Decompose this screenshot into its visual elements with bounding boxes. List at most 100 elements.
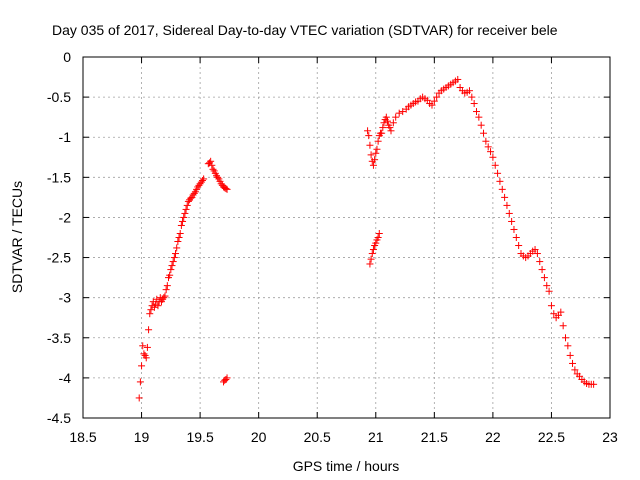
data-point xyxy=(208,161,216,169)
data-point xyxy=(475,113,483,121)
data-point xyxy=(200,175,208,183)
data-point xyxy=(454,75,462,83)
data-point xyxy=(557,308,565,316)
data-point xyxy=(547,302,555,310)
data-point xyxy=(168,262,176,270)
data-point xyxy=(179,217,187,225)
data-point xyxy=(487,148,495,156)
data-point xyxy=(150,303,158,311)
data-point xyxy=(494,169,502,177)
data-point xyxy=(369,246,377,254)
data-point xyxy=(465,87,473,95)
data-point xyxy=(378,129,386,137)
x-tick-label: 21.5 xyxy=(421,429,448,445)
data-point xyxy=(399,108,407,116)
data-point xyxy=(470,100,478,108)
data-point xyxy=(564,342,572,350)
data-point xyxy=(491,161,499,169)
data-point xyxy=(146,310,154,318)
data-point xyxy=(139,342,147,350)
data-point xyxy=(379,124,387,132)
data-point xyxy=(364,127,372,135)
data-point xyxy=(369,161,377,169)
data-point xyxy=(222,185,230,193)
data-points xyxy=(135,75,598,402)
data-point xyxy=(382,113,390,121)
data-point xyxy=(169,258,177,266)
data-point xyxy=(536,258,544,266)
data-point xyxy=(531,246,539,254)
data-point xyxy=(550,310,558,318)
data-point xyxy=(566,351,574,359)
data-point xyxy=(209,165,217,173)
data-point xyxy=(198,177,206,185)
data-point xyxy=(170,254,178,262)
x-tick-label: 19.5 xyxy=(186,429,213,445)
data-point xyxy=(142,354,150,362)
y-axis-label: SDTVAR / TECUs xyxy=(9,181,25,293)
data-point xyxy=(559,322,567,330)
data-point xyxy=(177,221,185,229)
series-arc-5 xyxy=(366,229,383,268)
x-tick-label: 23 xyxy=(602,429,618,445)
data-point xyxy=(477,121,485,129)
data-point xyxy=(380,119,388,127)
data-point xyxy=(174,238,182,246)
data-point xyxy=(386,124,394,132)
data-point xyxy=(510,225,518,233)
data-point xyxy=(223,185,231,193)
data-point xyxy=(374,137,382,145)
data-point xyxy=(183,201,191,209)
y-tick-label: -3 xyxy=(59,290,72,306)
data-point xyxy=(480,129,488,137)
data-point xyxy=(489,153,497,161)
data-point xyxy=(138,362,146,370)
data-point xyxy=(533,250,541,258)
data-point xyxy=(395,109,403,117)
x-axis-ticks: 18.5 19 19.5 20 20.5 21 21.5 22 22.5 23 xyxy=(69,57,618,445)
data-point xyxy=(375,229,383,237)
y-tick-label: 0 xyxy=(63,49,71,65)
data-point xyxy=(365,132,373,140)
y-tick-label: -1.5 xyxy=(47,169,71,185)
y-tick-label: -2 xyxy=(59,209,72,225)
data-point xyxy=(374,234,382,241)
data-point xyxy=(561,334,569,342)
data-point xyxy=(366,260,374,268)
y-tick-label: -0.5 xyxy=(47,89,71,105)
data-point xyxy=(569,359,577,367)
data-point xyxy=(367,151,375,159)
data-point xyxy=(468,93,476,101)
data-point xyxy=(383,117,391,125)
data-point xyxy=(428,101,436,109)
series-arc-3 xyxy=(220,374,231,386)
data-point xyxy=(430,97,438,105)
data-point xyxy=(505,209,513,217)
data-point xyxy=(366,141,374,149)
data-point xyxy=(136,378,144,386)
chart-title: Day 035 of 2017, Sidereal Day-to-day VTE… xyxy=(52,22,558,38)
data-point xyxy=(472,108,480,116)
data-point xyxy=(223,374,231,382)
x-tick-label: 21 xyxy=(368,429,384,445)
data-point xyxy=(145,326,153,334)
data-point xyxy=(373,145,381,153)
x-tick-label: 18.5 xyxy=(69,429,96,445)
data-point xyxy=(433,93,441,101)
data-point xyxy=(154,302,162,310)
data-point xyxy=(147,306,155,314)
y-tick-label: -4.5 xyxy=(47,410,71,426)
data-point xyxy=(372,149,380,157)
data-point xyxy=(161,292,169,300)
data-point xyxy=(207,157,215,165)
x-tick-label: 20 xyxy=(251,429,267,445)
series-arc-1 xyxy=(135,175,208,402)
x-tick-label: 22.5 xyxy=(538,429,565,445)
data-point xyxy=(162,286,170,294)
data-point xyxy=(389,119,397,127)
data-point xyxy=(540,274,548,282)
data-point xyxy=(515,242,523,250)
data-point xyxy=(538,266,546,274)
y-tick-label: -3.5 xyxy=(47,330,71,346)
